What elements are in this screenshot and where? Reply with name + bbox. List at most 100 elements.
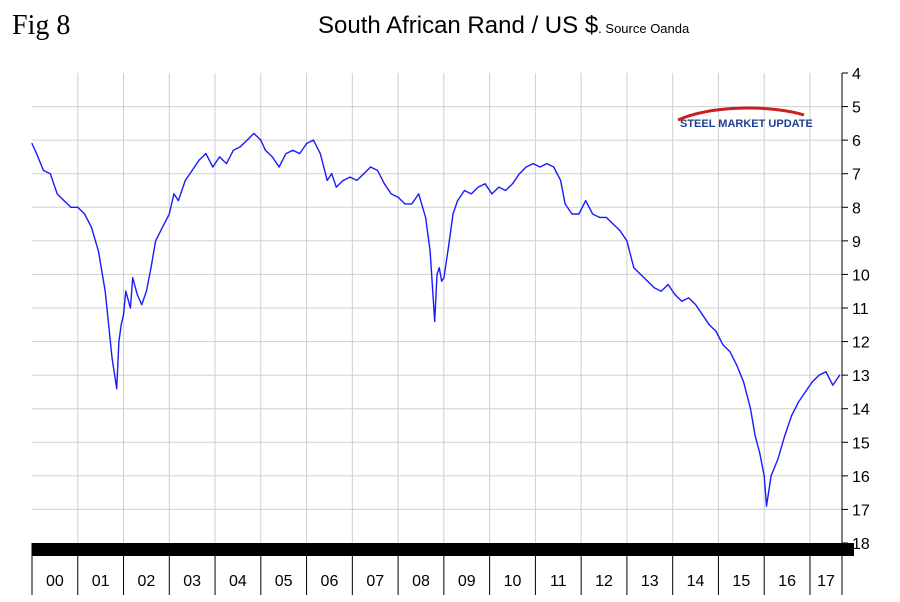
data-point xyxy=(418,193,420,195)
data-point xyxy=(546,163,548,165)
data-point xyxy=(470,193,472,195)
data-point xyxy=(434,320,436,323)
y-tick-labels: 4 5 6 7 8 9 10 11 12 13 14 15 16 17 18 xyxy=(852,66,870,553)
y-tick-label: 7 xyxy=(852,167,861,184)
data-point xyxy=(791,414,793,417)
data-point xyxy=(818,374,820,376)
data-point xyxy=(784,434,786,437)
data-point xyxy=(491,193,493,195)
y-tick-label: 13 xyxy=(852,368,870,385)
data-point xyxy=(246,139,248,141)
y-tick-label: 14 xyxy=(852,402,870,419)
chart-title-source: . Source Oanda xyxy=(598,21,690,36)
data-point xyxy=(285,152,287,155)
data-point xyxy=(70,206,72,208)
data-point xyxy=(264,149,266,151)
steel-market-update-logo: STEEL MARKET UPDATE xyxy=(677,106,813,130)
data-point xyxy=(571,213,573,215)
data-point xyxy=(49,173,51,175)
y-tick-label: 15 xyxy=(852,435,870,452)
x-tick-label: 08 xyxy=(412,573,430,590)
data-point xyxy=(777,458,779,460)
data-point xyxy=(154,240,157,242)
data-point xyxy=(173,193,175,195)
data-point xyxy=(646,280,649,282)
data-point xyxy=(811,381,813,383)
data-point xyxy=(443,277,445,279)
data-point xyxy=(219,156,221,158)
data-point xyxy=(619,230,621,232)
x-tick-label: 00 xyxy=(46,573,64,590)
data-point xyxy=(397,196,399,198)
data-point xyxy=(168,213,170,215)
y-tick-label: 8 xyxy=(852,200,861,217)
data-point xyxy=(335,186,337,188)
x-tick-label: 05 xyxy=(275,573,293,590)
y-tick-label: 12 xyxy=(852,335,870,352)
y-tick-label: 16 xyxy=(852,469,870,486)
data-point xyxy=(749,408,752,410)
data-point xyxy=(77,206,79,208)
data-point xyxy=(452,213,454,215)
data-point xyxy=(591,213,594,215)
data-point xyxy=(498,186,500,188)
data-point xyxy=(390,193,392,195)
data-point xyxy=(370,166,372,168)
data-point xyxy=(205,152,207,155)
data-point xyxy=(438,267,440,269)
data-point xyxy=(754,434,756,437)
data-point xyxy=(605,216,607,218)
data-point xyxy=(477,186,479,188)
data-point xyxy=(271,156,273,158)
data-point xyxy=(90,226,93,229)
data-point xyxy=(356,179,358,182)
data-point xyxy=(736,364,738,366)
data-point xyxy=(626,240,628,242)
data-point xyxy=(681,300,683,302)
x-tick-label: 12 xyxy=(595,573,613,590)
data-point xyxy=(191,169,193,171)
data-point xyxy=(111,357,113,359)
data-point xyxy=(239,146,241,148)
data-point xyxy=(708,324,710,326)
data-point xyxy=(31,142,33,145)
data-point xyxy=(743,381,745,383)
data-point xyxy=(212,166,214,168)
data-point xyxy=(132,277,134,279)
grid xyxy=(32,73,842,543)
y-tick-label: 10 xyxy=(852,267,870,284)
data-point xyxy=(141,304,143,306)
data-point xyxy=(118,340,120,343)
x-tick-label: 11 xyxy=(550,573,567,590)
data-point xyxy=(411,203,413,205)
x-tick-label: 09 xyxy=(458,573,476,590)
data-point xyxy=(463,189,466,192)
data-point xyxy=(342,179,344,182)
data-point xyxy=(260,139,262,141)
x-tick-label: 14 xyxy=(687,573,705,590)
y-tick-label: 4 xyxy=(852,66,861,83)
data-point xyxy=(225,163,228,165)
data-point xyxy=(667,283,669,286)
data-point xyxy=(150,267,152,269)
data-point xyxy=(701,314,704,316)
data-point xyxy=(518,173,520,175)
data-point xyxy=(640,273,642,276)
x-tick-label: 04 xyxy=(229,573,247,590)
data-point xyxy=(429,250,431,252)
x-tick-label: 10 xyxy=(504,573,522,590)
data-point xyxy=(505,189,507,192)
x-tick-labels: 00 01 02 03 04 05 06 07 08 09 10 11 12 13 14 15 16 17 xyxy=(46,573,835,590)
data-point xyxy=(326,179,328,182)
data-point xyxy=(129,307,131,309)
x-tick-label: 16 xyxy=(778,573,796,590)
data-point xyxy=(585,199,587,202)
data-point xyxy=(839,374,841,376)
data-point xyxy=(56,193,58,195)
data-point xyxy=(456,199,459,202)
x-tick-label: 02 xyxy=(138,573,156,590)
data-point xyxy=(42,169,45,171)
data-point xyxy=(292,149,294,151)
data-point xyxy=(145,290,148,292)
